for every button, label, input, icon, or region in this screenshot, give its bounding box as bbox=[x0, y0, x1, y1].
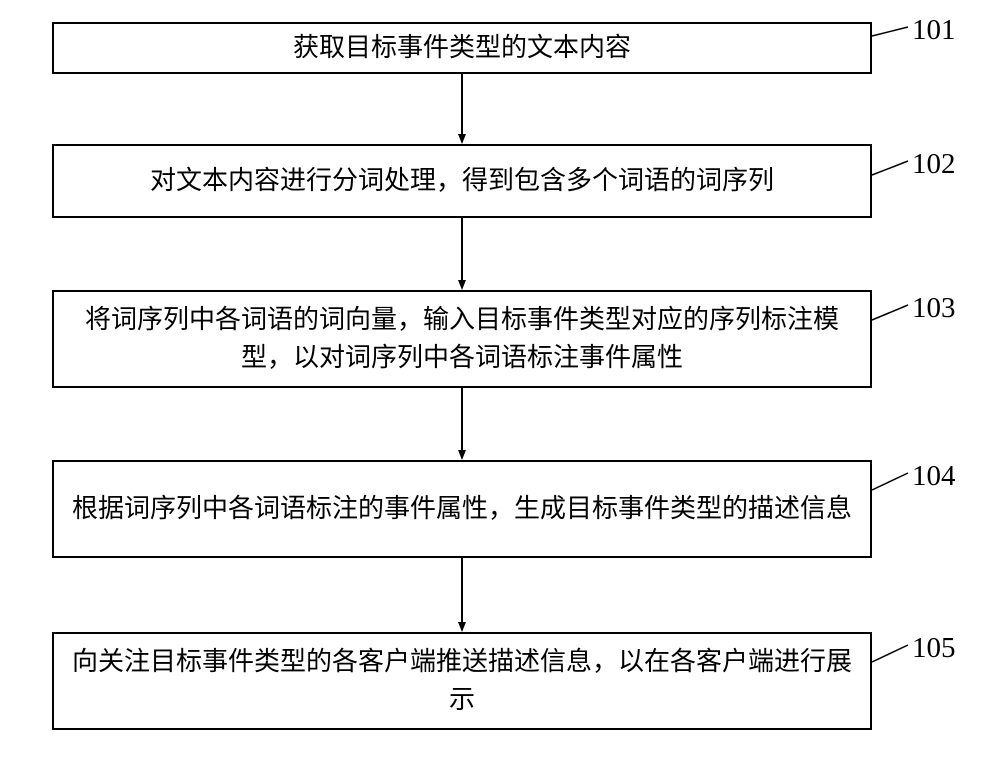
flowchart-canvas: 获取目标事件类型的文本内容 对文本内容进行分词处理，得到包含多个词语的词序列 将… bbox=[0, 0, 1000, 764]
arrow-1-2 bbox=[0, 0, 1000, 764]
